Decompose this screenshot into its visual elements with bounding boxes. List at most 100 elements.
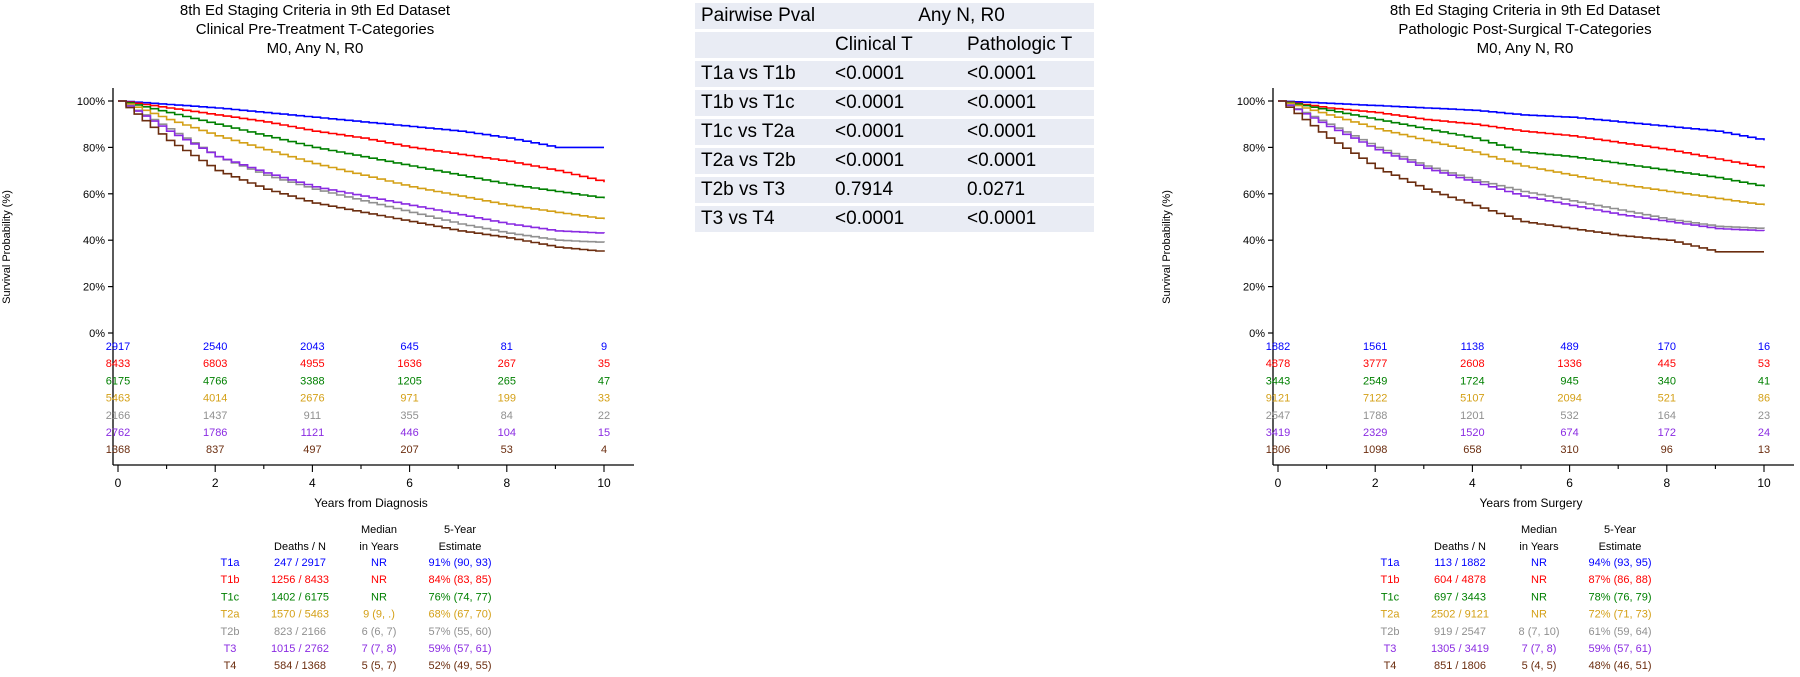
stats-group-label: T1b [221,574,240,586]
x-tick-label: 10 [597,476,611,490]
at-risk-count: 1201 [1460,410,1484,422]
at-risk-count: 355 [400,410,418,422]
at-risk-count: 489 [1560,341,1578,353]
at-risk-count: 199 [498,393,516,405]
at-risk-count: 1636 [397,358,421,370]
at-risk-count: 9 [601,341,607,353]
survival-curve-t4 [1278,100,1764,253]
at-risk-count: 1520 [1460,427,1484,439]
at-risk-count: 96 [1661,444,1673,456]
at-risk-count: 2166 [106,410,130,422]
at-risk-count: 5463 [106,393,130,405]
pval-clinical: <0.0001 [829,61,961,87]
pval-header-label: Pairwise Pval [695,3,829,29]
pval-clinical: <0.0001 [829,119,961,145]
at-risk-count: 2608 [1460,358,1484,370]
stats-header-median-top: Median [1521,524,1557,536]
pval-row: T3 vs T4 <0.0001 <0.0001 [695,206,1094,232]
at-risk-count: 1121 [301,427,325,439]
at-risk-count: 53 [1758,358,1770,370]
stats-deaths: 1015 / 2762 [271,643,329,655]
stats-median: NR [371,574,387,586]
pval-clinical: <0.0001 [829,206,961,232]
y-tick-label: 40% [1243,235,1265,247]
at-risk-count: 2547 [1266,410,1290,422]
stats-group-label: T2a [221,609,241,621]
at-risk-count: 41 [1758,375,1770,387]
stats-estimate: 61% (59, 64) [1589,626,1652,638]
pval-pathologic: <0.0001 [961,119,1094,145]
pairwise-pvalue-table: Pairwise Pval Any N, R0 Clinical T Patho… [695,0,1094,235]
at-risk-count: 521 [1658,393,1676,405]
at-risk-count: 1138 [1461,341,1485,353]
at-risk-count: 4 [601,444,607,456]
right-title-line-2: Pathologic Post-Surgical T-Categories [1398,21,1652,38]
pval-row: T1c vs T2a <0.0001 <0.0001 [695,119,1094,145]
pval-comparison: T1b vs T1c [695,90,829,116]
at-risk-count: 1806 [1266,444,1290,456]
at-risk-count: 170 [1658,341,1676,353]
at-risk-count: 33 [598,393,610,405]
right-panel-title: 8th Ed Staging Criteria in 9th Ed Datase… [1360,1,1690,58]
at-risk-count: 24 [1758,427,1770,439]
stats-header-median: in Years [1519,541,1559,553]
at-risk-count: 945 [1560,375,1578,387]
km-plot-clinical: 0% 20% 40% 60% 80% 100% 0 2 4 6 8 10 Survival Probab… [1,88,634,672]
x-tick-label: 8 [1663,476,1670,490]
y-axis-label: Survival Probability (%) [1,190,13,304]
stats-deaths: 247 / 2917 [274,557,326,569]
stats-estimate: 72% (71, 73) [1589,609,1652,621]
at-risk-count: 2043 [300,341,324,353]
stats-group-label: T3 [224,643,237,655]
y-tick-label: 0% [89,328,105,340]
pval-row: T2a vs T2b <0.0001 <0.0001 [695,148,1094,174]
pval-comparison: T1a vs T1b [695,61,829,87]
at-risk-count: 2762 [106,427,130,439]
at-risk-count: 3443 [1266,375,1290,387]
at-risk-count: 13 [1758,444,1770,456]
at-risk-count: 172 [1658,427,1676,439]
at-risk-count: 1098 [1363,444,1387,456]
y-tick-label: 80% [83,142,105,154]
stats-estimate: 57% (55, 60) [429,626,492,638]
stats-median: 7 (7, 8) [362,643,397,655]
stats-estimate: 52% (49, 55) [429,660,492,672]
survival-curve-t2a [118,100,605,220]
stats-median: NR [1531,574,1547,586]
at-risk-count: 265 [498,375,516,387]
at-risk-count: 84 [501,410,513,422]
survival-curve-t3 [118,100,605,234]
stats-group-label: T1c [221,591,240,603]
pval-subheader-row: Clinical T Pathologic T [695,32,1094,58]
pval-row: T1a vs T1b <0.0001 <0.0001 [695,61,1094,87]
stats-group-label: T2a [1381,609,1401,621]
at-risk-count: 16 [1758,341,1770,353]
pval-header-group: Any N, R0 [829,3,1094,29]
stats-header-estimate: Estimate [439,541,482,553]
stats-deaths: 604 / 4878 [1434,574,1486,586]
left-title-line-3: M0, Any N, R0 [266,40,364,57]
stats-deaths: 2502 / 9121 [1431,609,1489,621]
x-tick-label: 4 [309,476,316,490]
at-risk-count: 2676 [300,393,324,405]
stats-header-median-top: Median [361,524,397,536]
pval-clinical: 0.7914 [829,177,961,203]
at-risk-count: 8433 [106,358,130,370]
pval-subheader-pathologic: Pathologic T [961,32,1094,58]
stats-group-label: T1a [221,557,241,569]
survival-curve-t1b [1278,100,1765,169]
stats-header-estimate-top: 5-Year [444,524,476,536]
x-tick-label: 6 [1566,476,1573,490]
stats-header-deaths: Deaths / N [1434,541,1486,553]
x-tick-label: 4 [1469,476,1476,490]
pval-subheader-blank [695,32,829,58]
pval-comparison: T3 vs T4 [695,206,829,232]
stats-estimate: 78% (76, 79) [1589,591,1652,603]
at-risk-count: 4014 [203,393,227,405]
stats-estimate: 59% (57, 61) [429,643,492,655]
pval-row: T2b vs T3 0.7914 0.0271 [695,177,1094,203]
stats-estimate: 87% (86, 88) [1589,574,1652,586]
at-risk-count: 6803 [203,358,227,370]
x-tick-label: 8 [503,476,510,490]
survival-curve-t1a [118,100,604,149]
